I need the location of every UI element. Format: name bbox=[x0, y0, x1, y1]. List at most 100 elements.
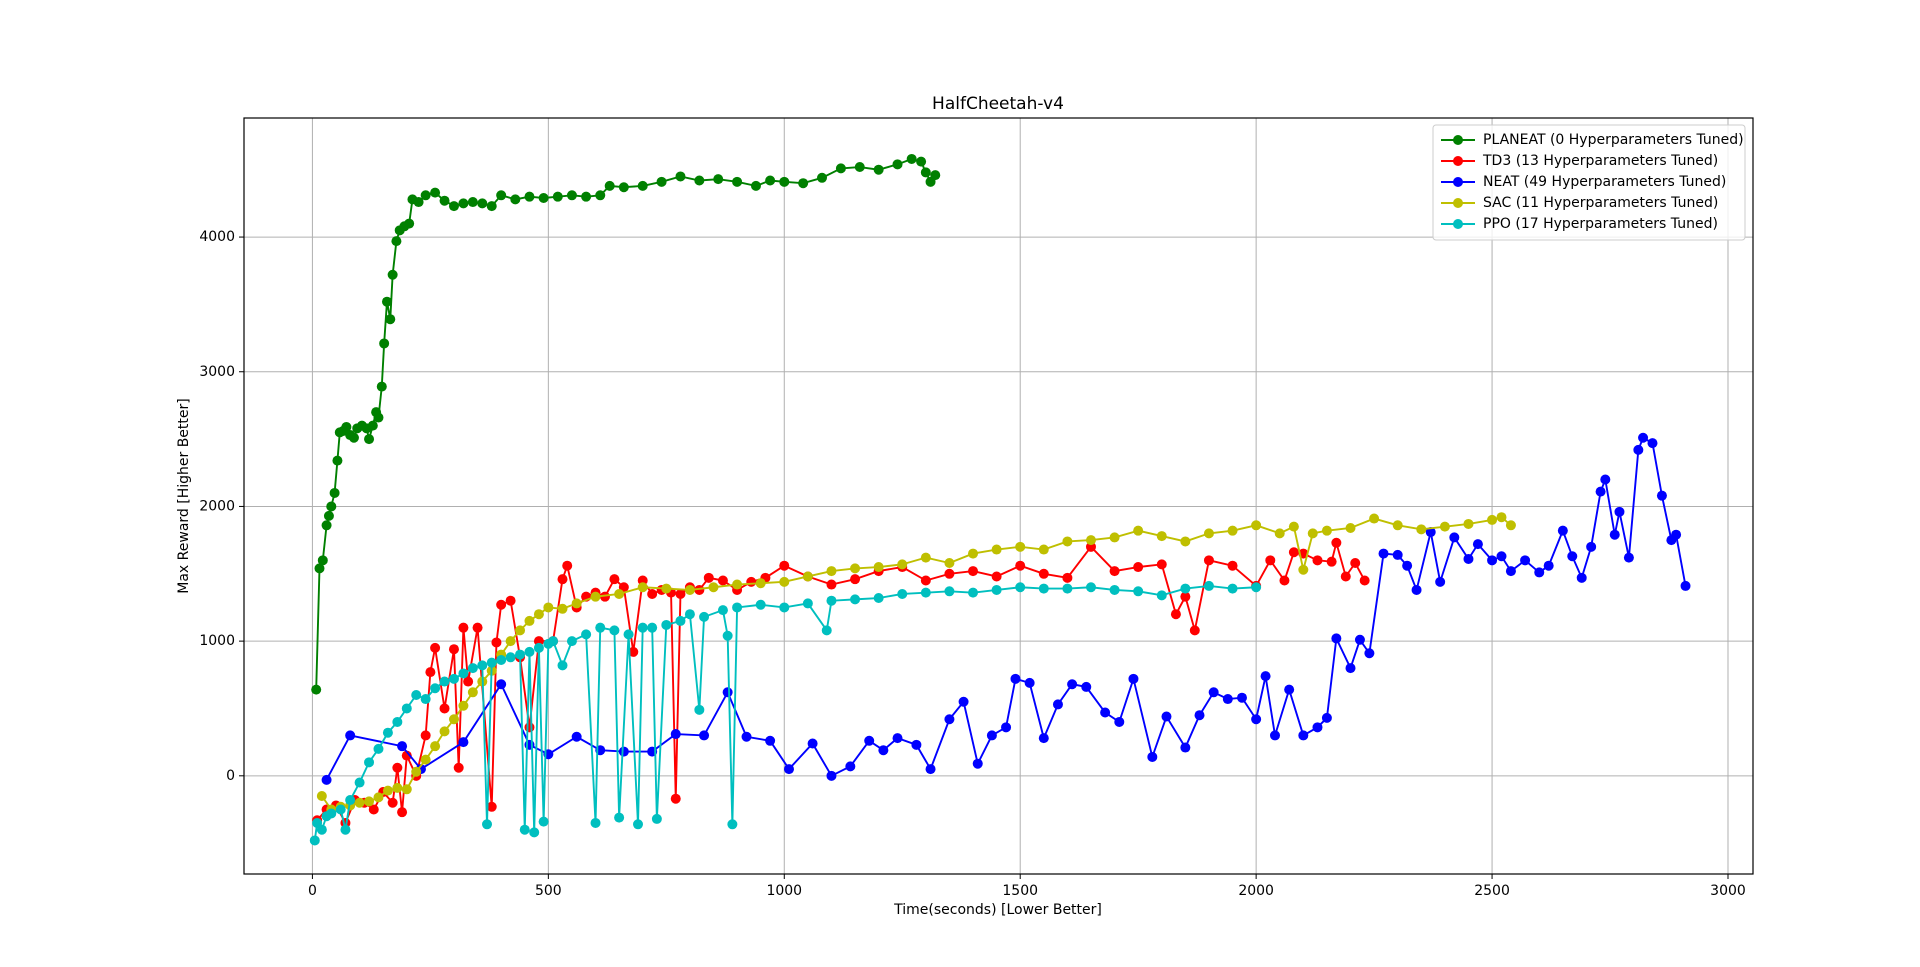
data-point bbox=[439, 703, 450, 714]
data-point bbox=[968, 587, 979, 598]
data-point bbox=[599, 591, 610, 602]
y-tick-label: 1000 bbox=[199, 633, 235, 649]
data-point bbox=[1345, 663, 1356, 674]
x-tick-label: 2000 bbox=[1238, 883, 1274, 899]
data-point bbox=[1307, 528, 1318, 539]
data-point bbox=[382, 727, 393, 738]
data-point bbox=[1038, 583, 1049, 594]
data-point bbox=[439, 676, 450, 687]
data-point bbox=[1298, 730, 1309, 741]
legend: PLANEAT (0 Hyperparameters Tuned) TD3 (13… bbox=[1432, 124, 1746, 241]
data-point bbox=[1505, 566, 1516, 577]
data-point bbox=[892, 733, 903, 744]
data-point bbox=[1189, 625, 1200, 636]
data-point bbox=[1487, 555, 1498, 566]
data-point bbox=[1534, 567, 1545, 578]
data-point bbox=[1067, 679, 1078, 690]
data-point bbox=[1331, 633, 1342, 644]
data-point bbox=[1449, 532, 1460, 543]
data-point bbox=[1156, 531, 1167, 542]
data-point bbox=[670, 793, 681, 804]
data-point bbox=[387, 797, 398, 808]
data-point bbox=[1609, 529, 1620, 540]
data-point bbox=[387, 269, 398, 280]
data-point bbox=[345, 795, 356, 806]
data-point bbox=[694, 704, 705, 715]
data-point bbox=[1038, 568, 1049, 579]
data-point bbox=[404, 218, 415, 229]
data-point bbox=[614, 812, 625, 823]
data-point bbox=[566, 190, 577, 201]
x-tick-label: 0 bbox=[308, 883, 317, 899]
data-point bbox=[392, 782, 403, 793]
data-point bbox=[930, 170, 941, 181]
data-point bbox=[944, 586, 955, 597]
data-point bbox=[430, 187, 441, 198]
data-point bbox=[1024, 677, 1035, 688]
data-point bbox=[1156, 590, 1167, 601]
data-point bbox=[1227, 525, 1238, 536]
plot-area bbox=[309, 153, 1691, 846]
data-point bbox=[628, 646, 639, 657]
data-point bbox=[727, 819, 738, 830]
data-point bbox=[1567, 551, 1578, 562]
data-point bbox=[1180, 591, 1191, 602]
data-point bbox=[458, 622, 469, 633]
data-point bbox=[401, 750, 412, 761]
x-tick-label: 1500 bbox=[1002, 883, 1038, 899]
data-point bbox=[1161, 711, 1172, 722]
data-point bbox=[448, 644, 459, 655]
data-point bbox=[314, 563, 325, 574]
data-point bbox=[826, 566, 837, 577]
data-point bbox=[850, 563, 861, 574]
data-point bbox=[533, 642, 544, 653]
data-point bbox=[1227, 583, 1238, 594]
data-point bbox=[826, 770, 837, 781]
data-point bbox=[637, 180, 648, 191]
data-point bbox=[519, 824, 530, 835]
x-tick-label: 2500 bbox=[1474, 883, 1510, 899]
data-point bbox=[376, 381, 387, 392]
data-point bbox=[802, 571, 813, 582]
data-point bbox=[944, 568, 955, 579]
data-point bbox=[1416, 524, 1427, 535]
data-point bbox=[458, 668, 469, 679]
data-point bbox=[746, 576, 757, 587]
data-point bbox=[633, 819, 644, 830]
data-point bbox=[581, 629, 592, 640]
data-point bbox=[397, 807, 408, 818]
data-point bbox=[750, 180, 761, 191]
data-point bbox=[821, 625, 832, 636]
data-point bbox=[595, 190, 606, 201]
data-point bbox=[1203, 580, 1214, 591]
data-point bbox=[381, 296, 392, 307]
data-point bbox=[1614, 506, 1625, 517]
data-point bbox=[326, 501, 337, 512]
data-point bbox=[1671, 529, 1682, 540]
data-point bbox=[1487, 514, 1498, 525]
data-point bbox=[968, 566, 979, 577]
data-point bbox=[1463, 553, 1474, 564]
data-point bbox=[1557, 525, 1568, 536]
data-point bbox=[316, 791, 327, 802]
data-point bbox=[515, 625, 526, 636]
data-point bbox=[1402, 560, 1413, 571]
legend-marker bbox=[1453, 135, 1463, 145]
data-point bbox=[1312, 555, 1323, 566]
data-point bbox=[925, 764, 936, 775]
data-point bbox=[684, 609, 695, 620]
data-point bbox=[741, 731, 752, 742]
data-point bbox=[430, 642, 441, 653]
data-point bbox=[1052, 699, 1063, 710]
data-point bbox=[425, 667, 436, 678]
data-point bbox=[968, 548, 979, 559]
data-point bbox=[505, 595, 516, 606]
data-point bbox=[458, 198, 469, 209]
data-point bbox=[1392, 520, 1403, 531]
data-point bbox=[1227, 560, 1238, 571]
data-point bbox=[1312, 722, 1323, 733]
data-point bbox=[699, 611, 710, 622]
data-point bbox=[732, 602, 743, 613]
data-point bbox=[354, 777, 365, 788]
data-point bbox=[1100, 707, 1111, 718]
